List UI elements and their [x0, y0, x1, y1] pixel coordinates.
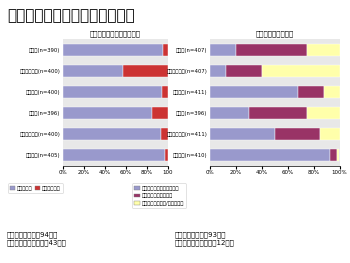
Bar	[63, 128, 161, 140]
Text: 種類についての認知度と食経験: 種類についての認知度と食経験	[7, 8, 135, 23]
Bar	[320, 128, 340, 140]
Bar	[63, 86, 162, 98]
Text: クリームチーズ（94％）
エメンタールチーズ（43％）: クリームチーズ（94％） エメンタールチーズ（43％）	[7, 231, 67, 246]
Bar	[123, 65, 168, 77]
Bar	[161, 128, 168, 140]
Bar	[210, 107, 249, 119]
Bar	[298, 86, 324, 98]
Bar	[307, 107, 340, 119]
Legend: しばしば食べたことがある, 試したことがある程度, 食べたことがない/わからない: しばしば食べたことがある, 試したことがある程度, 食べたことがない/わからない	[132, 184, 186, 208]
Bar	[63, 65, 123, 77]
Bar	[63, 44, 163, 56]
Bar	[63, 149, 165, 161]
Bar	[307, 44, 340, 56]
Title: 種類についての認知の比較: 種類についての認知の比較	[90, 30, 141, 37]
Bar	[210, 128, 275, 140]
Title: 食経験の有無の比較: 食経験の有無の比較	[256, 30, 294, 37]
Bar	[249, 107, 307, 119]
Bar	[152, 107, 168, 119]
Bar	[236, 44, 307, 56]
Bar	[324, 86, 340, 98]
Bar	[337, 149, 340, 161]
Bar	[165, 149, 168, 161]
Bar	[330, 149, 337, 161]
Bar	[225, 65, 262, 77]
Bar	[162, 86, 168, 98]
Bar	[210, 86, 298, 98]
Bar	[63, 107, 152, 119]
Bar	[275, 128, 320, 140]
Bar	[210, 44, 236, 56]
Text: プロセスチーズ（93％）
エメンタールチーズ（12％）: プロセスチーズ（93％） エメンタールチーズ（12％）	[175, 231, 235, 246]
Bar	[262, 65, 340, 77]
Bar	[210, 65, 225, 77]
Legend: 知っていた, 知らなかった: 知っていた, 知らなかった	[8, 184, 63, 193]
Bar	[210, 149, 330, 161]
Bar	[163, 44, 168, 56]
